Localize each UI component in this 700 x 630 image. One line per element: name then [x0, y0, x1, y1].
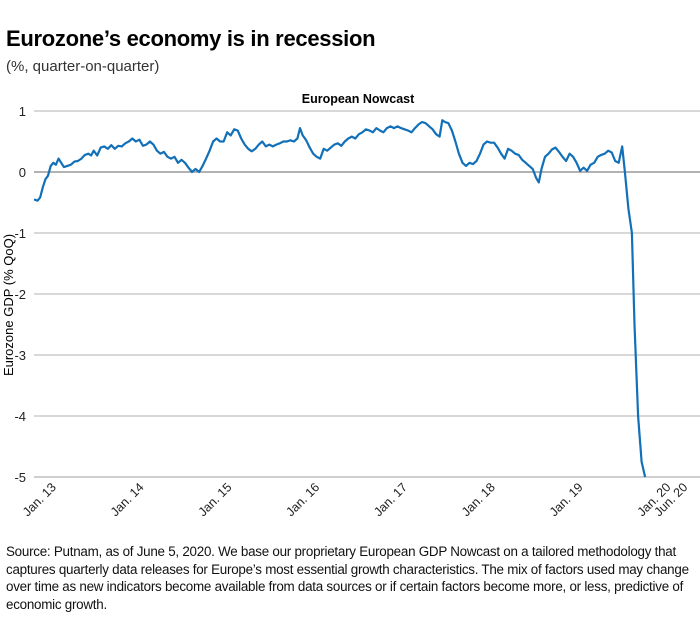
- x-tick-label: Jan. 18: [459, 480, 498, 519]
- plot-title: European Nowcast: [302, 92, 415, 106]
- source-note: Source: Putnam, as of June 5, 2020. We b…: [6, 544, 689, 612]
- y-tick-label: -1: [14, 226, 26, 241]
- x-tick-label: Jan. 16: [283, 480, 322, 519]
- x-tick-label: Jan. 13: [20, 480, 59, 519]
- x-tick-label: Jan. 17: [371, 480, 410, 519]
- y-tick-label: -4: [14, 409, 26, 424]
- nowcast-chart: European Nowcast 10-1-2-3-4-5 Jan. 13 Jan…: [1, 92, 700, 519]
- x-tick-label: Jan. 19: [547, 480, 586, 519]
- x-tick-label: Jan. 14: [108, 480, 147, 519]
- y-axis-label: Eurozone GDP (% QoQ): [1, 234, 16, 376]
- y-tick-label: -5: [14, 470, 26, 485]
- y-tick-label: 0: [19, 165, 26, 180]
- x-tick-label: Jan. 15: [196, 480, 235, 519]
- gridlines: [34, 110, 700, 478]
- chart-title: Eurozone’s economy is in recession: [6, 26, 376, 51]
- y-tick-label: 1: [19, 104, 26, 119]
- x-axis-ticks: Jan. 13 Jan. 14 Jan. 15 Jan. 16 Jan. 17 Jan. …: [20, 480, 690, 519]
- series-line-european-nowcast: [33, 119, 647, 478]
- y-axis-ticks: 1 0 -1 -2 -3 -4 -5: [14, 104, 26, 485]
- y-tick-label: -3: [14, 348, 26, 363]
- y-tick-label: -2: [14, 287, 26, 302]
- chart-subtitle: (%, quarter-on-quarter): [6, 58, 160, 75]
